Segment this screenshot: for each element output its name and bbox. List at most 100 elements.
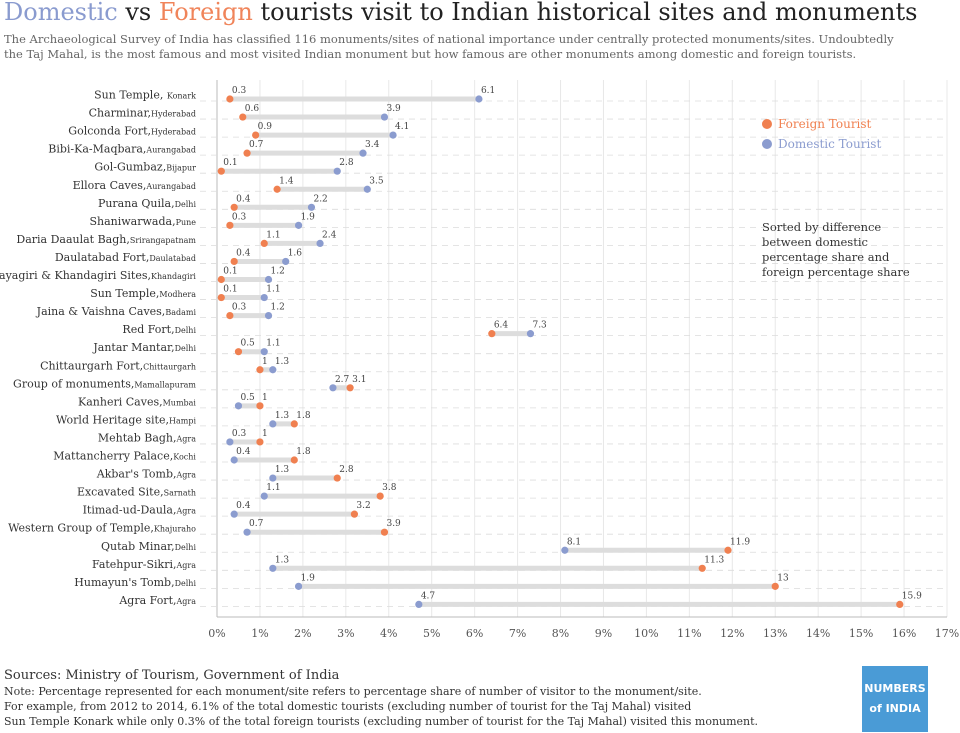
domestic-value-label: 7.3 xyxy=(532,321,547,331)
row-label: Golconda Fort,Hyderabad xyxy=(68,125,196,138)
monument-row: Jantar Mantar,Delhi 0.5 1.1 xyxy=(92,339,947,356)
x-tick-label: 6% xyxy=(466,627,483,640)
row-name: Daulatabad Fort, xyxy=(55,251,149,264)
domestic-point xyxy=(316,239,324,247)
domestic-point xyxy=(561,546,569,554)
foreign-value-label: 1.4 xyxy=(279,176,294,186)
row-city: Modhera xyxy=(159,290,196,299)
row-name: Akbar's Tomb, xyxy=(96,468,177,481)
foreign-point xyxy=(488,330,496,338)
row-name: Kanheri Caves, xyxy=(78,395,163,408)
foreign-point xyxy=(290,420,298,428)
logo-line-2: of INDIA xyxy=(869,702,921,715)
domestic-value-label: 0.5 xyxy=(240,393,255,403)
domestic-value-label: 0.7 xyxy=(249,519,264,529)
row-city: Khajuraho xyxy=(154,525,196,534)
row-name: Udayagiri & Khandagiri Sites, xyxy=(0,269,151,282)
monument-row: Humayun's Tomb,Delhi 13 1.9 xyxy=(74,573,947,590)
foreign-point xyxy=(380,528,389,536)
x-tick-label: 11% xyxy=(677,627,701,640)
row-city: Agra xyxy=(176,561,197,570)
domestic-value-label: 2.8 xyxy=(339,158,354,168)
monument-row: Group of monuments,Mamallapuram 3.12.7 xyxy=(13,375,947,392)
row-label: Gol-Gumbaz,Bijapur xyxy=(94,161,196,174)
foreign-value-label: 11.3 xyxy=(704,555,724,565)
monument-row: Sun Temple, Konark 0.3 6.1 xyxy=(94,86,947,103)
row-city: Hampi xyxy=(169,416,196,425)
domestic-point xyxy=(260,492,268,500)
row-label: Excavated Site,Sarnath xyxy=(77,486,196,499)
domestic-point xyxy=(329,384,337,392)
row-name: Red Fort, xyxy=(122,323,174,336)
row-name: Chittaurgarh Fort, xyxy=(40,359,143,372)
x-tick-label: 10% xyxy=(634,627,658,640)
row-name: Group of monuments, xyxy=(13,377,134,390)
domestic-point xyxy=(415,600,423,609)
foreign-point xyxy=(771,582,779,590)
x-tick-label: 1% xyxy=(251,627,268,640)
monument-row: Sun Temple,Modhera 0.1 1.1 xyxy=(90,285,947,302)
foreign-point xyxy=(239,113,247,121)
row-name: Sun Temple, xyxy=(94,89,167,102)
footer: Sources: Ministry of Tourism, Government… xyxy=(4,668,758,729)
monument-row: Chittaurgarh Fort,Chittaurgarh 1 1.3 xyxy=(40,357,947,374)
domestic-point xyxy=(269,366,277,374)
domestic-point xyxy=(226,438,234,446)
monument-row: Bibi-Ka-Maqbara,Aurangabad 0.7 3.4 xyxy=(48,140,947,157)
row-name: Daria Daaulat Bagh, xyxy=(16,233,130,246)
domestic-point xyxy=(282,257,290,266)
x-tick-label: 5% xyxy=(423,627,440,640)
foreign-point xyxy=(273,185,281,193)
x-tick-label: 7% xyxy=(509,627,526,640)
row-label: Charminar,Hyderabad xyxy=(89,107,196,120)
foreign-point xyxy=(230,257,238,266)
row-city: Aurangabad xyxy=(145,146,196,155)
row-city: Agra xyxy=(176,434,197,443)
foreign-value-label: 0.7 xyxy=(249,140,264,150)
title-rest: tourists visit to Indian historical site… xyxy=(252,0,918,26)
row-label: Daulatabad Fort,Daulatabad xyxy=(55,251,196,264)
row-label: Jantar Mantar,Delhi xyxy=(92,341,196,354)
x-tick-label: 16% xyxy=(892,627,916,640)
row-city: Delhi xyxy=(175,200,197,209)
row-city: Mumbai xyxy=(163,398,197,407)
foreign-point xyxy=(290,456,298,464)
dumbbell-chart: 0% 1% 2% 3% 4% 5% 6% 7% 8% 9% 10% 11% 12% 13% 14% 15% 16… xyxy=(0,80,959,640)
foreign-point xyxy=(226,221,234,229)
foreign-value-label: 11.9 xyxy=(730,537,750,547)
row-label: Udayagiri & Khandagiri Sites,Khandagiri xyxy=(0,269,196,282)
domestic-value-label: 1.3 xyxy=(275,357,290,367)
domestic-value-label: 0.4 xyxy=(236,447,251,457)
foreign-point xyxy=(252,131,260,139)
foreign-value-label: 0.4 xyxy=(236,194,251,204)
legend-domestic-marker xyxy=(762,139,772,149)
foreign-value-label: 3.1 xyxy=(352,375,366,385)
row-name: Western Group of Temple, xyxy=(8,522,154,535)
row-label: Chittaurgarh Fort,Chittaurgarh xyxy=(40,359,196,372)
row-city: Bijapur xyxy=(166,164,196,173)
foreign-value-label: 0.3 xyxy=(232,86,247,96)
x-tick-label: 4% xyxy=(380,627,397,640)
domestic-value-label: 1.6 xyxy=(288,248,303,258)
domestic-point xyxy=(307,203,316,211)
foreign-value-label: 0.9 xyxy=(258,122,273,132)
row-label: Red Fort,Delhi xyxy=(122,323,196,336)
monument-row: Golconda Fort,Hyderabad 0.9 4.1 xyxy=(68,122,947,139)
row-name: Excavated Site, xyxy=(77,486,164,499)
monument-row: Ellora Caves,Aurangabad 1.4 3.5 xyxy=(73,176,947,193)
foreign-value-label: 0.4 xyxy=(236,248,251,258)
domestic-value-label: 1.1 xyxy=(266,339,280,349)
foreign-point xyxy=(226,95,234,103)
foreign-point xyxy=(230,203,238,211)
foreign-value-label: 0.1 xyxy=(223,158,237,168)
legend-foreign-marker xyxy=(762,119,772,129)
row-city: Agra xyxy=(176,471,197,480)
row-city: Aurangabad xyxy=(145,182,196,191)
legend-item-domestic: Domestic Tourist xyxy=(762,134,881,154)
monument-row: Kanheri Caves,Mumbai 1 0.5 xyxy=(78,393,947,410)
row-city: Hyderabad xyxy=(151,110,196,119)
foreign-point xyxy=(698,564,706,572)
foreign-value-label: 1.8 xyxy=(296,447,311,457)
x-tick-label: 12% xyxy=(720,627,744,640)
x-tick-label: 17% xyxy=(935,627,959,640)
